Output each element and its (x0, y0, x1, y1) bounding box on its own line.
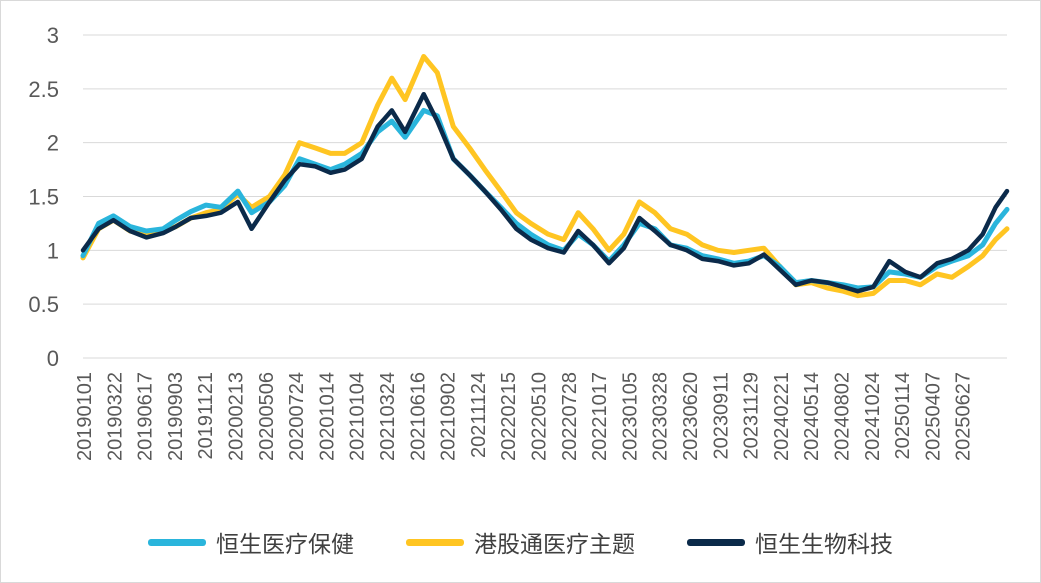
y-tick-label: 2 (47, 131, 59, 156)
x-tick-label: 20190322 (104, 372, 126, 461)
y-tick-label: 3 (47, 23, 59, 48)
legend-item-hsbio: 恒生生物科技 (687, 525, 893, 559)
x-tick-label: 20230620 (680, 372, 702, 461)
series-line-1 (80, 54, 1010, 299)
x-tick-label: 20211124 (468, 372, 490, 458)
x-tick-label: 20221017 (589, 372, 611, 461)
legend-item-hsmed: 恒生医疗保健 (148, 525, 354, 559)
x-tick-label: 20190903 (165, 372, 187, 461)
legend-item-hkmed: 港股通医疗主题 (406, 525, 635, 559)
x-tick-label: 20250627 (953, 372, 975, 461)
x-tick-label: 20240514 (801, 372, 823, 461)
x-tick-label: 20230105 (619, 372, 641, 461)
x-tick-label: 20220215 (498, 372, 520, 461)
legend-label-hsbio: 恒生生物科技 (755, 532, 893, 558)
x-tick-label: 20210902 (438, 372, 460, 461)
x-tick-label: 20210616 (407, 372, 429, 461)
x-tick-label: 20220728 (559, 372, 581, 461)
legend-swatch-hsbio (687, 538, 745, 546)
x-tick-label: 20210324 (377, 372, 399, 461)
series-line-0 (80, 107, 1010, 291)
x-tick-label: 20200724 (286, 372, 308, 461)
x-tick-label: 20240802 (832, 372, 854, 461)
x-tick-label: 20241024 (862, 372, 884, 461)
x-tick-label: 20240221 (771, 372, 793, 461)
x-tick-label: 20200506 (256, 372, 278, 461)
gridlines (83, 34, 1007, 305)
y-tick-label: 0 (47, 346, 59, 371)
series-line-2 (80, 91, 1010, 294)
x-tick-label: 20200213 (226, 372, 248, 461)
y-tick-label: 1.5 (28, 185, 59, 210)
line-chart: 00.511.522.53 20190101 20190322 20190617 20… (28, 23, 1010, 461)
y-tick-label: 1 (47, 238, 59, 263)
series-lines (80, 54, 1010, 299)
x-tick-label: 20190101 (74, 372, 96, 461)
x-tick-label: 20231129 (741, 372, 763, 460)
x-tick-label: 20250114 (892, 372, 914, 460)
x-tick-label: 20230328 (650, 372, 672, 461)
y-tick-label: 0.5 (28, 292, 59, 317)
x-tick-label: 20191121 (195, 372, 217, 460)
legend-label-hsmed: 恒生医疗保健 (216, 532, 354, 558)
x-tick-label: 20201014 (316, 372, 338, 461)
y-axis-ticks: 0 0.5 1 1.5 2 2.5 3 (28, 23, 59, 371)
x-axis-ticks: 20190101 20190322 20190617 20190903 20191121… (74, 372, 975, 461)
x-tick-label: 20220510 (529, 372, 551, 461)
y-tick-label: 2.5 (28, 77, 59, 102)
legend-swatch-hsmed (148, 538, 206, 546)
x-tick-label: 20210104 (347, 372, 369, 461)
legend-swatch-hkmed (406, 538, 464, 546)
x-tick-label: 20230911 (710, 372, 732, 460)
x-tick-label: 20190617 (135, 372, 157, 461)
legend: 恒生医疗保健 港股通医疗主题 恒生生物科技 (0, 522, 1041, 562)
x-tick-label: 20250407 (922, 372, 944, 461)
legend-label-hkmed: 港股通医疗主题 (474, 532, 635, 558)
